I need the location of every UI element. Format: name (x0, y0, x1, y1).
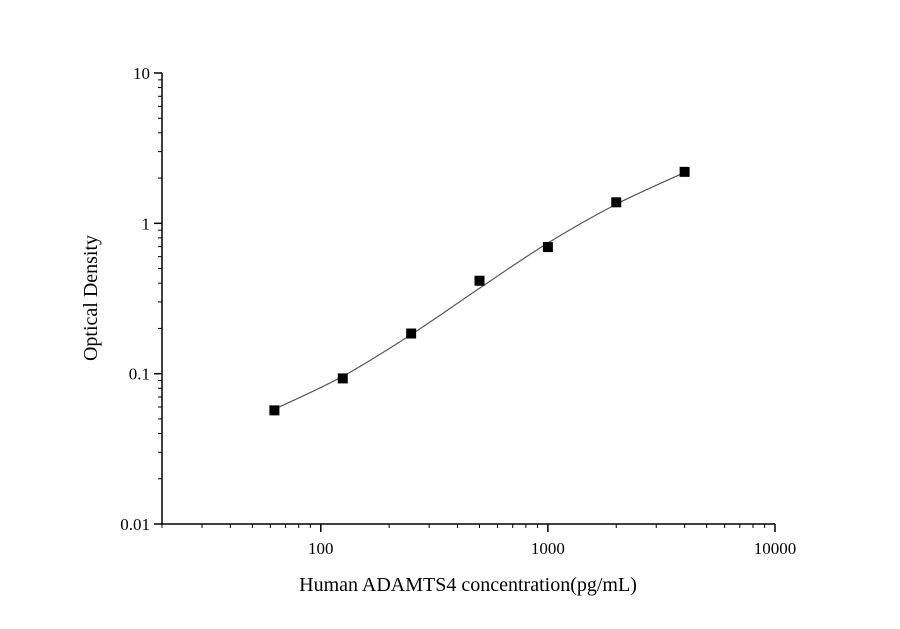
data-points (269, 166, 690, 416)
fit-curve-layer (274, 171, 685, 410)
data-point (542, 242, 553, 253)
data-point (611, 197, 622, 208)
data-point (474, 275, 485, 286)
y-axis-title: Optical Density (80, 235, 102, 361)
y-tick-label: 0.1 (129, 365, 150, 384)
ticks: 100 1000 10000 0.01 0.1 1 10 (120, 64, 796, 558)
y-tick-label: 10 (133, 64, 150, 83)
x-tick-label: 10000 (754, 539, 797, 558)
x-tick-label: 1000 (531, 539, 565, 558)
y-tick-label: 1 (142, 214, 151, 233)
data-point (269, 405, 280, 416)
data-point (679, 166, 690, 177)
x-tick-label: 100 (308, 539, 334, 558)
fit-curve (274, 171, 685, 410)
axes (161, 73, 775, 525)
data-point (337, 373, 348, 384)
y-tick-label: 0.01 (120, 515, 150, 534)
data-point (406, 328, 417, 339)
x-axis-title: Human ADAMTS4 concentration(pg/mL) (299, 574, 637, 596)
